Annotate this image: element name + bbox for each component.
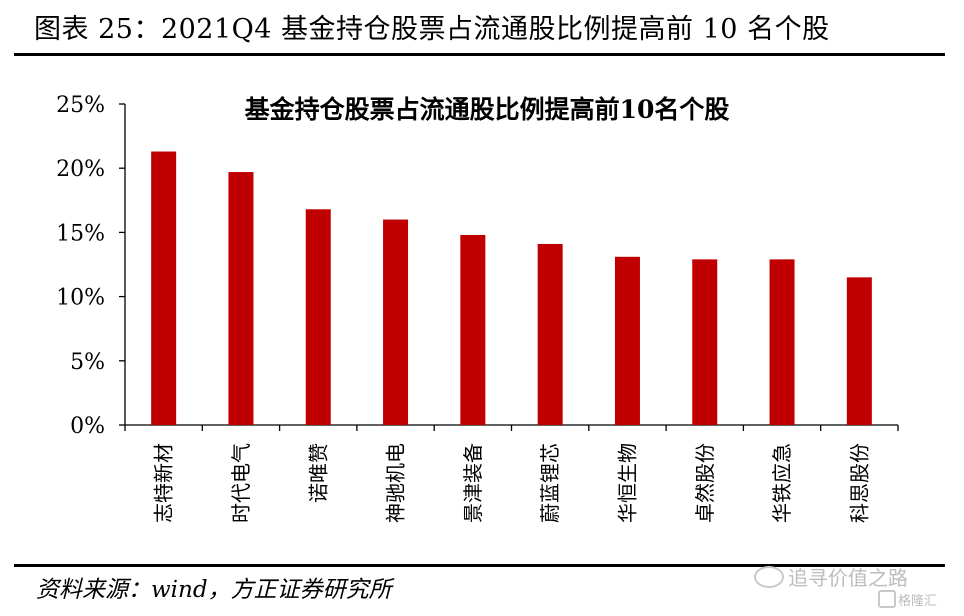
y-tick-label: 10%: [56, 286, 105, 311]
x-category-label: 志特新材: [152, 443, 176, 523]
x-category-label: 华恒生物: [615, 443, 639, 523]
x-category-label: 卓然股份: [693, 443, 717, 523]
x-category-label: 蔚蓝锂芯: [538, 443, 562, 523]
bar: [614, 256, 640, 425]
bar: [537, 243, 563, 425]
chart-title: 基金持仓股票占流通股比例提高前10名个股: [245, 95, 730, 124]
x-category-label: 华铁应急: [770, 443, 794, 523]
x-category-label: 科思股份: [847, 443, 871, 523]
x-category-label: 诺唯赞: [306, 443, 330, 503]
gelonghui-logo-icon: [878, 590, 896, 608]
x-category-label: 神驰机电: [384, 443, 408, 523]
top-rule: [14, 53, 945, 56]
figure-title: 图表 25：2021Q4 基金持仓股票占流通股比例提高前 10 名个股: [34, 14, 830, 45]
watermark: 追寻价值之路 格隆汇: [748, 560, 948, 612]
bar: [846, 277, 872, 425]
y-tick-label: 20%: [56, 157, 105, 182]
bar: [383, 219, 409, 425]
x-category-label: 时代电气: [229, 443, 253, 523]
bar: [305, 209, 331, 425]
bar: [460, 234, 486, 425]
watermark-main-text: 追寻价值之路: [788, 566, 908, 590]
bar: [769, 259, 795, 425]
wechat-logo-icon: [754, 566, 784, 588]
y-tick-label: 15%: [56, 221, 105, 246]
bottom-rule: [14, 564, 945, 567]
watermark-sub-text: 格隆汇: [898, 594, 938, 609]
x-category-label: 景津装备: [461, 443, 485, 523]
bar: [228, 172, 254, 425]
y-tick-label: 0%: [70, 414, 105, 439]
y-tick-label: 25%: [56, 93, 105, 118]
bar: [151, 151, 177, 425]
source-note: 资料来源：wind，方正证券研究所: [36, 577, 392, 603]
bar: [692, 259, 718, 425]
y-tick-label: 5%: [70, 350, 105, 375]
